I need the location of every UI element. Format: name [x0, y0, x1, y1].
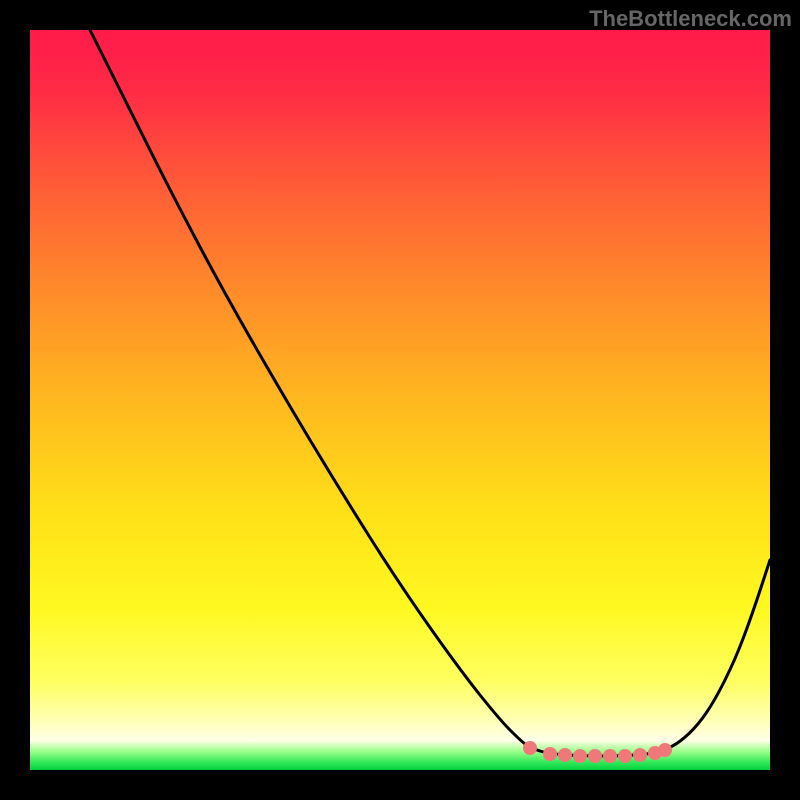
marker-dot: [573, 749, 587, 763]
marker-dot: [543, 747, 557, 761]
marker-dot: [523, 741, 537, 755]
plot-area: [30, 30, 770, 770]
marker-dot: [658, 743, 672, 757]
marker-dot: [603, 749, 617, 763]
watermark-text: TheBottleneck.com: [589, 6, 792, 32]
marker-dot: [618, 749, 632, 763]
marker-dot: [588, 749, 602, 763]
marker-dot: [633, 748, 647, 762]
chart-container: TheBottleneck.com: [0, 0, 800, 800]
curve-layer: [30, 30, 770, 770]
marker-group: [523, 741, 672, 763]
marker-dot: [558, 748, 572, 762]
main-curve: [90, 30, 770, 756]
